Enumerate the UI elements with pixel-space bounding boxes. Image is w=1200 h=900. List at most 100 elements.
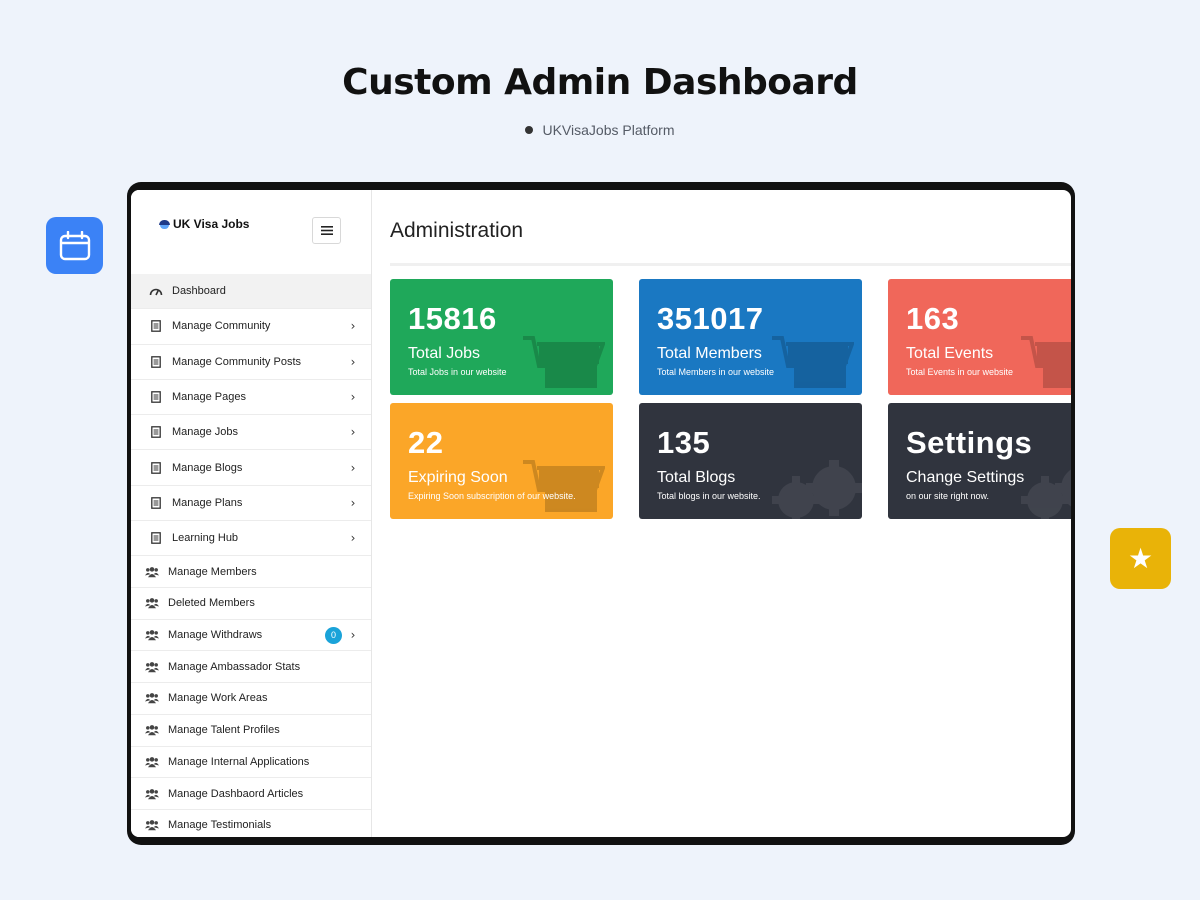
device-frame: UK Visa Jobs Dashboard Manage Community › M…: [127, 182, 1075, 845]
stat-card-description: Total Events in our website: [906, 367, 1014, 377]
sidebar-item-deleted-members[interactable]: Deleted Members: [131, 588, 371, 620]
admin-screen: UK Visa Jobs Dashboard Manage Community › M…: [131, 190, 1071, 837]
hamburger-icon: [320, 226, 333, 235]
users-icon: [145, 818, 159, 832]
stat-card-description: Total Members in our website: [657, 367, 775, 377]
star-icon: ★: [1127, 542, 1154, 575]
stat-card-description: Expiring Soon subscription of our websit…: [408, 491, 576, 501]
stat-card-value: 163: [906, 301, 960, 336]
sidebar-item-manage-ambassador-stats[interactable]: Manage Ambassador Stats: [131, 651, 371, 684]
sidebar-item-label: Manage Testimonials: [168, 819, 272, 832]
document-icon: [149, 531, 163, 545]
sidebar-item-manage-pages[interactable]: Manage Pages ›: [131, 380, 371, 416]
sidebar-item-manage-community[interactable]: Manage Community ›: [131, 309, 371, 345]
brand-logo[interactable]: UK Visa Jobs: [159, 217, 249, 231]
sidebar-item-dashboard[interactable]: Dashboard: [131, 274, 371, 310]
cart-icon: [523, 336, 606, 393]
cart-icon: [772, 336, 855, 393]
sidebar: UK Visa Jobs Dashboard Manage Community › M…: [131, 190, 372, 837]
sidebar-item-label: Manage Dashbaord Articles: [168, 787, 304, 800]
sidebar-brand: UK Visa Jobs: [131, 190, 371, 274]
stat-card-title: Total Members: [657, 345, 762, 362]
document-icon: [149, 496, 163, 510]
stat-card-value: 135: [657, 425, 711, 460]
users-icon: [145, 660, 159, 674]
speedometer-icon: [149, 284, 163, 298]
stat-card-title: Total Blogs: [657, 469, 736, 486]
sidebar-item-label: Manage Work Areas: [168, 692, 268, 705]
stat-card-value: 15816: [408, 301, 497, 336]
gears-icon: [766, 458, 862, 519]
count-badge: 0: [325, 626, 342, 644]
sidebar-item-manage-talent-profiles[interactable]: Manage Talent Profiles: [131, 715, 371, 747]
chevron-right-icon: ›: [350, 425, 356, 440]
users-icon: [145, 787, 159, 801]
sidebar-item-manage-blogs[interactable]: Manage Blogs ›: [131, 450, 371, 486]
users-icon: [145, 628, 159, 642]
chevron-right-icon: ›: [350, 460, 356, 475]
sidebar-item-label: Learning Hub: [172, 532, 239, 545]
sidebar-item-label: Manage Community Posts: [172, 355, 301, 368]
document-icon: [149, 319, 163, 333]
document-icon: [149, 425, 163, 439]
sidebar-item-label: Manage Members: [168, 565, 257, 578]
title-divider: [390, 263, 1071, 266]
sidebar-item-label: Manage Plans: [172, 496, 243, 509]
users-icon: [145, 723, 159, 737]
sidebar-item-learning-hub[interactable]: Learning Hub ›: [131, 521, 371, 557]
stat-card-total-blogs[interactable]: 135 Total Blogs Total blogs in our website…: [639, 403, 862, 519]
calendar-badge: [46, 217, 103, 274]
sidebar-item-manage-withdraws[interactable]: Manage Withdraws 0 ›: [131, 620, 371, 652]
star-badge: ★: [1110, 528, 1171, 589]
sidebar-item-manage-internal-applications[interactable]: Manage Internal Applications: [131, 747, 371, 779]
chevron-right-icon: ›: [350, 628, 356, 643]
stat-card-title: Total Jobs: [408, 345, 481, 362]
chevron-right-icon: ›: [350, 495, 356, 510]
stat-card-title: Total Events: [906, 345, 994, 362]
sidebar-item-label: Manage Jobs: [172, 426, 239, 439]
sidebar-item-manage-plans[interactable]: Manage Plans ›: [131, 486, 371, 522]
sidebar-item-manage-members[interactable]: Manage Members: [131, 556, 371, 589]
document-icon: [149, 390, 163, 404]
page-title: Administration: [390, 219, 524, 242]
gears-icon: [1015, 458, 1071, 519]
hero-subtitle-text: UKVisaJobs Platform: [542, 122, 675, 138]
sidebar-item-label: Manage Pages: [172, 391, 246, 404]
sidebar-item-label: Manage Ambassador Stats: [168, 660, 301, 673]
hero-subtitle: UKVisaJobs Platform: [0, 122, 1200, 138]
stat-card-total-members[interactable]: 351017 Total Members Total Members in our …: [639, 279, 862, 395]
chevron-right-icon: ›: [350, 354, 356, 369]
users-icon: [145, 755, 159, 769]
stat-card-total-events[interactable]: 163 Total Events Total Events in our websi…: [888, 279, 1071, 395]
document-icon: [149, 355, 163, 369]
stat-card-title: Expiring Soon: [408, 469, 508, 486]
calendar-icon: [59, 230, 90, 260]
sidebar-item-manage-dashbaord-articles[interactable]: Manage Dashbaord Articles: [131, 778, 371, 810]
sidebar-item-manage-jobs[interactable]: Manage Jobs ›: [131, 415, 371, 451]
users-icon: [145, 596, 159, 610]
main-content: Administration 15816 Total Jobs Total Jobs…: [372, 190, 1071, 837]
sidebar-item-manage-community-posts[interactable]: Manage Community Posts ›: [131, 345, 371, 380]
stat-card-change-settings[interactable]: Settings Change Settings on our site right…: [888, 403, 1071, 519]
sidebar-toggle-button[interactable]: [312, 217, 341, 244]
sidebar-item-manage-testimonials[interactable]: Manage Testimonials: [131, 810, 371, 837]
sidebar-item-label: Manage Blogs: [172, 461, 243, 474]
document-icon: [149, 461, 163, 475]
sidebar-item-manage-work-areas[interactable]: Manage Work Areas: [131, 683, 371, 715]
stat-card-value: Settings: [906, 425, 1033, 460]
brand-logo-icon: [159, 219, 170, 229]
users-icon: [145, 691, 159, 705]
stat-card-description: Total blogs in our website.: [657, 491, 761, 501]
sidebar-item-label: Dashboard: [172, 285, 226, 298]
sidebar-item-label: Manage Community: [172, 320, 271, 333]
stat-card-description: on our site right now.: [906, 491, 990, 501]
cart-icon: [523, 460, 606, 517]
chevron-right-icon: ›: [350, 319, 356, 334]
sidebar-item-label: Manage Internal Applications: [168, 755, 310, 768]
hero-title: Custom Admin Dashboard: [342, 62, 858, 103]
chevron-right-icon: ›: [350, 531, 356, 546]
stat-card-total-jobs[interactable]: 15816 Total Jobs Total Jobs in our website: [390, 279, 613, 395]
stat-card-description: Total Jobs in our website: [408, 367, 507, 377]
stat-card-expiring-soon[interactable]: 22 Expiring Soon Expiring Soon subscriptio…: [390, 403, 613, 519]
bullet-dot-icon: [525, 126, 534, 134]
